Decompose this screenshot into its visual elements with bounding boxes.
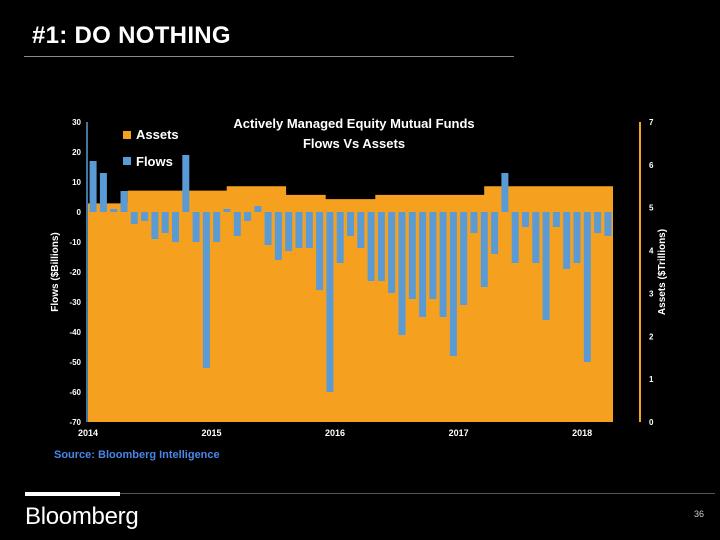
flows-bar xyxy=(429,212,437,299)
right-tick-label: 2 xyxy=(649,332,654,341)
footer-divider xyxy=(120,493,715,494)
flows-bar xyxy=(233,212,241,236)
flows-bar xyxy=(295,212,303,248)
x-tick-label: 2016 xyxy=(325,428,345,438)
flows-bar xyxy=(563,212,571,269)
flows-bar xyxy=(192,212,200,242)
flows-bar xyxy=(120,191,128,212)
flows-bar xyxy=(594,212,602,233)
left-tick-label: -70 xyxy=(69,418,81,427)
flows-vs-assets-chart: 3020100-10-20-30-40-50-60-70765432102014… xyxy=(50,116,668,461)
flows-bar xyxy=(542,212,550,320)
right-tick-label: 6 xyxy=(649,161,654,170)
flows-bar xyxy=(326,212,334,392)
flows-bar xyxy=(110,209,118,212)
right-tick-label: 3 xyxy=(649,289,654,298)
flows-bar xyxy=(367,212,375,281)
flows-bar xyxy=(470,212,478,233)
flows-bar xyxy=(223,209,231,212)
flows-bar xyxy=(254,206,262,212)
flows-bar xyxy=(89,161,97,212)
flows-bar xyxy=(244,212,252,221)
flows-bar xyxy=(141,212,149,221)
x-tick-label: 2015 xyxy=(202,428,222,438)
right-tick-label: 1 xyxy=(649,375,654,384)
right-tick-label: 4 xyxy=(649,247,654,256)
brand-bar xyxy=(25,492,120,496)
x-tick-label: 2014 xyxy=(78,428,98,438)
flows-bar xyxy=(573,212,581,263)
flows-bar xyxy=(552,212,560,227)
left-tick-label: -10 xyxy=(69,238,81,247)
flows-bar xyxy=(388,212,396,293)
flows-bar xyxy=(274,212,282,260)
flows-bar xyxy=(172,212,179,242)
legend-label-assets: Assets xyxy=(136,127,179,142)
page-number: 36 xyxy=(693,509,704,519)
right-axis-title: Assets ($Trillions) xyxy=(657,229,668,315)
right-tick-label: 7 xyxy=(649,118,654,127)
flows-bar xyxy=(182,155,190,212)
flows-bar xyxy=(99,173,107,212)
flows-bar xyxy=(511,212,519,263)
flows-bar xyxy=(316,212,324,290)
left-axis-title: Flows ($Billions) xyxy=(50,232,61,311)
flows-bar xyxy=(202,212,210,368)
left-tick-label: 20 xyxy=(72,148,81,157)
flows-bar xyxy=(161,212,169,233)
chart-title: Actively Managed Equity Mutual Funds xyxy=(233,116,474,131)
flows-bar xyxy=(264,212,272,245)
flows-bar xyxy=(532,212,540,263)
flows-bar xyxy=(408,212,416,299)
left-tick-label: -40 xyxy=(69,328,81,337)
flows-bar xyxy=(491,212,499,254)
left-tick-label: -60 xyxy=(69,388,81,397)
right-tick-label: 5 xyxy=(649,204,654,213)
flows-bar xyxy=(213,212,221,242)
flows-bar xyxy=(347,212,354,236)
flows-bar xyxy=(305,212,313,248)
flows-bar xyxy=(583,212,591,362)
bloomberg-logo: Bloomberg xyxy=(25,503,139,530)
legend-label-flows: Flows xyxy=(136,154,173,169)
left-tick-label: 0 xyxy=(77,208,82,217)
left-tick-label: -30 xyxy=(69,298,81,307)
chart-subtitle: Flows Vs Assets xyxy=(303,136,405,151)
title-divider xyxy=(24,56,514,57)
flows-bar xyxy=(449,212,457,356)
flows-bar xyxy=(480,212,488,287)
left-tick-label: 10 xyxy=(72,178,81,187)
flows-bar xyxy=(285,212,293,251)
flows-bar xyxy=(460,212,468,305)
left-tick-label: -50 xyxy=(69,358,81,367)
flows-bar xyxy=(398,212,406,335)
flows-bar xyxy=(439,212,447,317)
x-tick-label: 2018 xyxy=(572,428,592,438)
flows-bar xyxy=(501,173,509,212)
flows-bar xyxy=(336,212,344,263)
chart-source: Source: Bloomberg Intelligence xyxy=(54,449,220,461)
flows-bar xyxy=(130,212,138,224)
left-tick-label: -20 xyxy=(69,268,81,277)
flows-bar xyxy=(357,212,365,248)
right-tick-label: 0 xyxy=(649,418,654,427)
legend-swatch-flows xyxy=(123,157,131,165)
flows-bar xyxy=(377,212,385,281)
slide-title: #1: DO NOTHING xyxy=(32,22,231,49)
flows-bar xyxy=(604,212,612,236)
legend-swatch-assets xyxy=(123,131,131,139)
flows-bar xyxy=(522,212,529,227)
flows-bar xyxy=(151,212,159,239)
left-tick-label: 30 xyxy=(72,118,81,127)
x-tick-label: 2017 xyxy=(449,428,469,438)
flows-bar xyxy=(419,212,427,317)
